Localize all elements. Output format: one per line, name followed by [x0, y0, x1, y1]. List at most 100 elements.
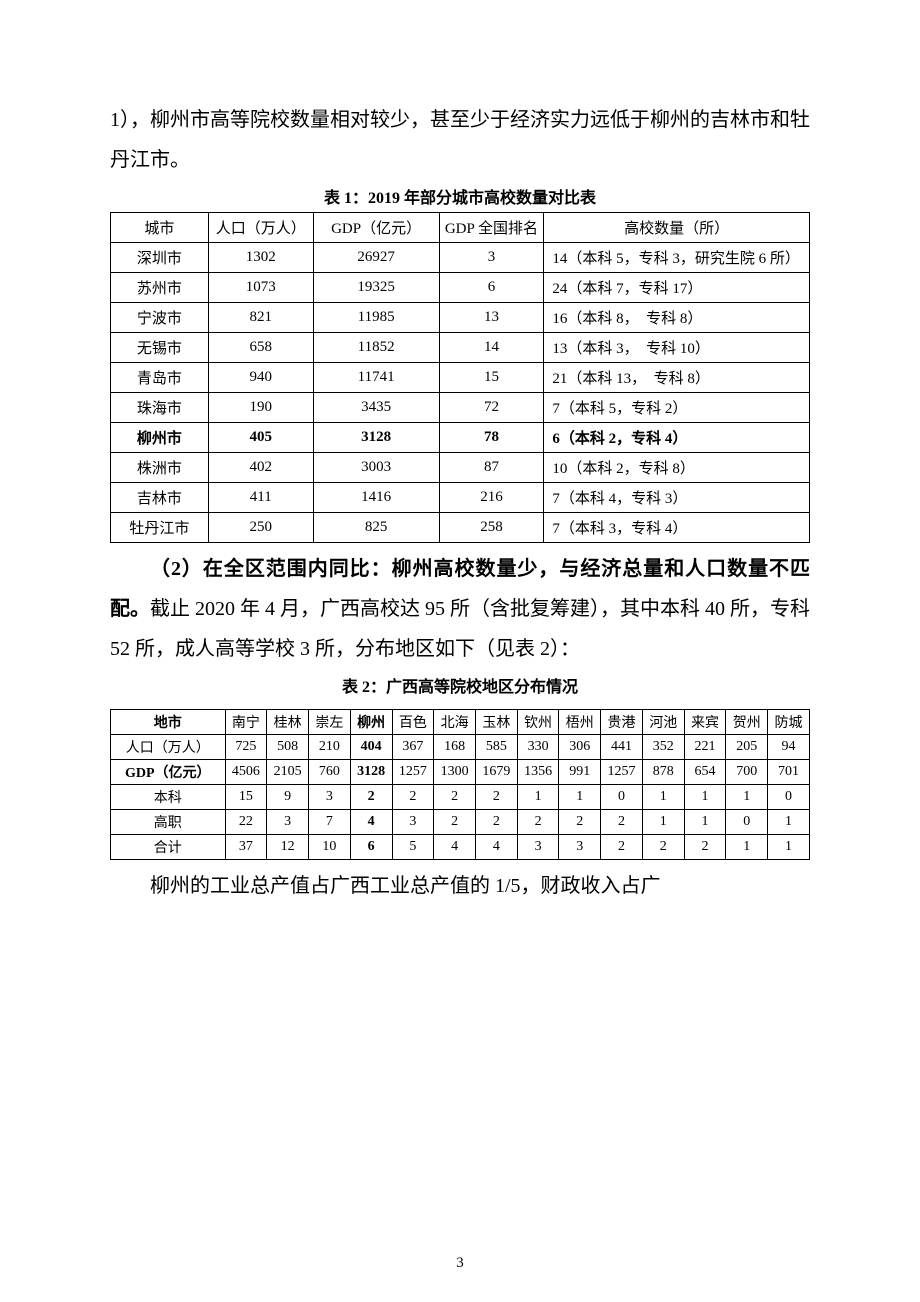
table1-cell: 26927	[313, 243, 439, 273]
table1-cell: 株洲市	[111, 453, 209, 483]
table1-row: 无锡市658118521413（本科 3， 专科 10）	[111, 333, 810, 363]
table2-cell: 654	[684, 760, 726, 785]
table2-cell: 878	[642, 760, 684, 785]
table2-cell: 1	[559, 785, 601, 810]
table2-cell: 4	[350, 810, 392, 835]
table1-cell: 3	[439, 243, 544, 273]
table2-header-cell: 地市	[111, 710, 226, 735]
table2-cell: 404	[350, 735, 392, 760]
table2-cell: 352	[642, 735, 684, 760]
table1-cell: 11852	[313, 333, 439, 363]
table2-cell: 2	[559, 810, 601, 835]
table2-header-cell: 百色	[392, 710, 434, 735]
table1-cell: 411	[208, 483, 313, 513]
table1-cell: 13（本科 3， 专科 10）	[544, 333, 810, 363]
table2-cell: 9	[267, 785, 309, 810]
table1-cell: 6	[439, 273, 544, 303]
table1-cell: 10（本科 2，专科 8）	[544, 453, 810, 483]
table2-cell: 330	[517, 735, 559, 760]
table2-row: 本科159322221101110	[111, 785, 810, 810]
table2-cell: 0	[726, 810, 768, 835]
table2-cell: 2	[350, 785, 392, 810]
table2-cell: 2	[475, 785, 517, 810]
table1-cell: 吉林市	[111, 483, 209, 513]
table1-cell: 青岛市	[111, 363, 209, 393]
table2-cell: 3128	[350, 760, 392, 785]
table2-cell: 94	[768, 735, 810, 760]
table1-cell: 11985	[313, 303, 439, 333]
table2-row-label: 本科	[111, 785, 226, 810]
table2-cell: 1	[726, 785, 768, 810]
mid-paragraph: （2）在全区范围内同比：柳州高校数量少，与经济总量和人口数量不匹配。截止 202…	[110, 549, 810, 669]
table1-cell: 21（本科 13， 专科 8）	[544, 363, 810, 393]
document-page: 1），柳州市高等院校数量相对较少，甚至少于经济实力远低于柳州的吉林市和牡丹江市。…	[0, 0, 920, 1302]
table1-header-cell: 高校数量（所）	[544, 213, 810, 243]
table2-row-label: GDP（亿元）	[111, 760, 226, 785]
table1-cell: 6（本科 2，专科 4）	[544, 423, 810, 453]
table2-cell: 2	[434, 810, 476, 835]
table1-cell: 19325	[313, 273, 439, 303]
table2-cell: 1	[768, 835, 810, 860]
table1-cell: 87	[439, 453, 544, 483]
table1-cell: 24（本科 7，专科 17）	[544, 273, 810, 303]
table1-cell: 珠海市	[111, 393, 209, 423]
table2-cell: 0	[601, 785, 643, 810]
table1-header-cell: GDP（亿元）	[313, 213, 439, 243]
table1-cell: 250	[208, 513, 313, 543]
table2-cell: 441	[601, 735, 643, 760]
table2-cell: 2	[601, 835, 643, 860]
table2-cell: 2	[434, 785, 476, 810]
table2-cell: 2	[475, 810, 517, 835]
table1-cell: 15	[439, 363, 544, 393]
table2-cell: 5	[392, 835, 434, 860]
table1-cell: 216	[439, 483, 544, 513]
table2-row: GDP（亿元）450621057603128125713001679135699…	[111, 760, 810, 785]
table2-cell: 1	[768, 810, 810, 835]
table2-cell: 7	[309, 810, 351, 835]
table1-cell: 1302	[208, 243, 313, 273]
table2-cell: 2	[517, 810, 559, 835]
table2-cell: 1679	[475, 760, 517, 785]
table1-header-cell: 人口（万人）	[208, 213, 313, 243]
table1: 城市人口（万人）GDP（亿元）GDP 全国排名高校数量（所） 深圳市130226…	[110, 212, 810, 543]
table2-row: 人口（万人）7255082104043671685853303064413522…	[111, 735, 810, 760]
table2-header-row: 地市南宁桂林崇左柳州百色北海玉林钦州梧州贵港河池来宾贺州防城	[111, 710, 810, 735]
table2-cell: 3	[309, 785, 351, 810]
table1-cell: 深圳市	[111, 243, 209, 273]
table2-cell: 1	[517, 785, 559, 810]
table2-cell: 221	[684, 735, 726, 760]
table1-cell: 658	[208, 333, 313, 363]
table2-header-cell: 河池	[642, 710, 684, 735]
table2-cell: 4	[475, 835, 517, 860]
table2-cell: 1	[642, 785, 684, 810]
table2-cell: 306	[559, 735, 601, 760]
table2-cell: 725	[225, 735, 267, 760]
table1-cell: 16（本科 8， 专科 8）	[544, 303, 810, 333]
table1-cell: 402	[208, 453, 313, 483]
table1-cell: 1073	[208, 273, 313, 303]
table1-cell: 405	[208, 423, 313, 453]
table2-cell: 168	[434, 735, 476, 760]
table1-cell: 柳州市	[111, 423, 209, 453]
table2-header-cell: 来宾	[684, 710, 726, 735]
table2-cell: 2	[642, 835, 684, 860]
table2-header-cell: 防城	[768, 710, 810, 735]
table1-row: 珠海市1903435727（本科 5，专科 2）	[111, 393, 810, 423]
table1-caption: 表 1：2019 年部分城市高校数量对比表	[110, 184, 810, 208]
table2-header-cell: 贵港	[601, 710, 643, 735]
table1-cell: 14（本科 5，专科 3，研究生院 6 所）	[544, 243, 810, 273]
table2-cell: 210	[309, 735, 351, 760]
table1-row: 柳州市4053128786（本科 2，专科 4）	[111, 423, 810, 453]
table2-cell: 3	[392, 810, 434, 835]
table2-cell: 1	[726, 835, 768, 860]
table2-cell: 0	[768, 785, 810, 810]
table1-cell: 苏州市	[111, 273, 209, 303]
table1-cell: 78	[439, 423, 544, 453]
table2-cell: 22	[225, 810, 267, 835]
table2-cell: 1	[642, 810, 684, 835]
table2-cell: 4	[434, 835, 476, 860]
table2-cell: 1257	[601, 760, 643, 785]
table1-row: 深圳市130226927314（本科 5，专科 3，研究生院 6 所）	[111, 243, 810, 273]
table2-cell: 2105	[267, 760, 309, 785]
table1-cell: 3128	[313, 423, 439, 453]
